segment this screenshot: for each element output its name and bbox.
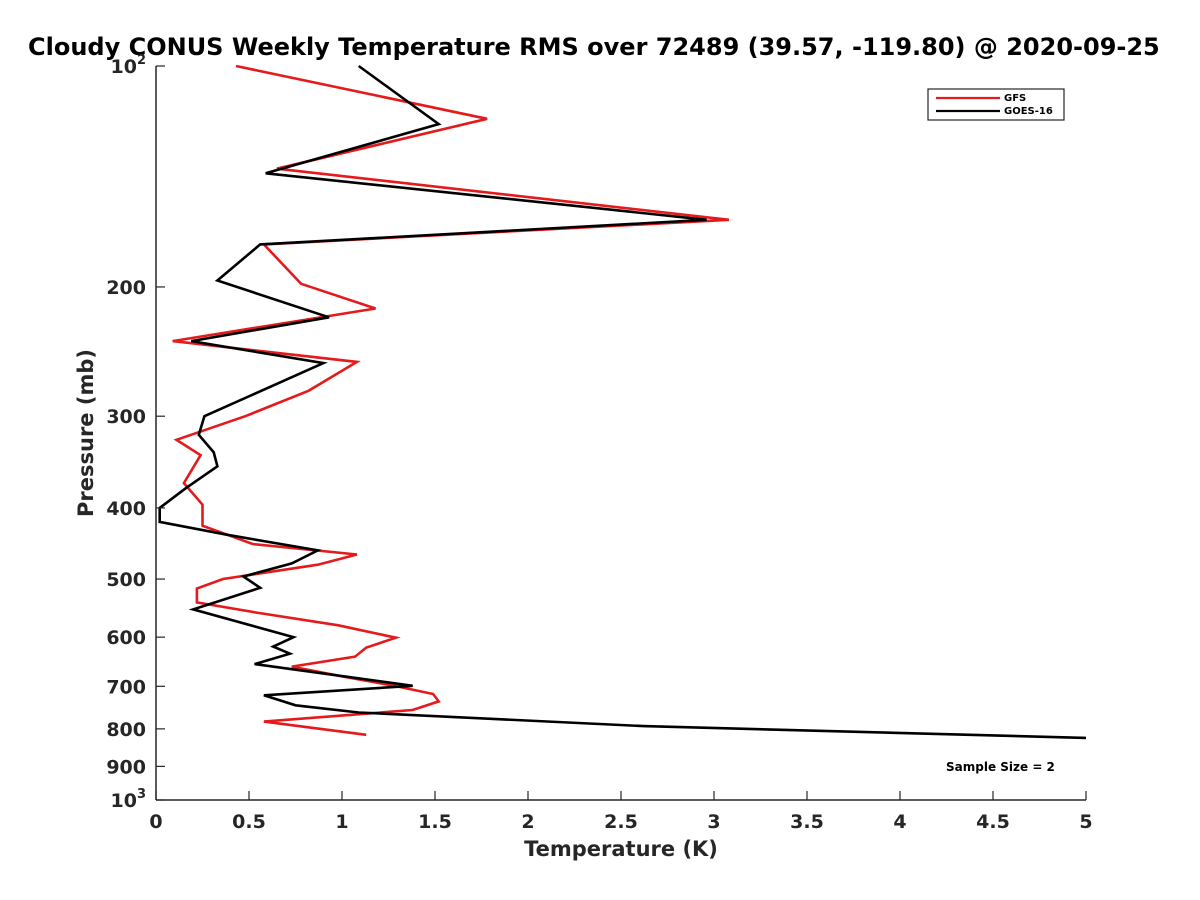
x-tick-label: 4.5: [976, 811, 1010, 833]
legend: GFS GOES-16: [927, 88, 1065, 121]
x-tick-label: 0: [149, 811, 162, 833]
series-line-goes16: [158, 64, 1087, 740]
y-tick-label: 900: [106, 756, 146, 778]
legend-label-goes16: GOES-16: [1004, 106, 1053, 117]
y-axis-label: Pressure (mb): [74, 349, 98, 517]
x-tick-label: 3: [707, 811, 720, 833]
x-tick-label: 1.5: [418, 811, 452, 833]
x-tick-label: 2.5: [604, 811, 638, 833]
series-layer: [158, 64, 1087, 740]
y-tick-label: 103: [111, 787, 147, 812]
y-tick-label: 200: [106, 277, 146, 299]
y-tick-label: 400: [106, 498, 146, 520]
y-tick-label: 102: [111, 53, 147, 78]
legend-box: [927, 88, 1065, 121]
ticks-layer: 0 0.5 1 1.5 2 2.5 3 3.5 4 4.5 5 102 200 300 400 500 600 7…: [106, 53, 1092, 833]
x-axis-label: Temperature (K): [524, 837, 718, 861]
x-tick-label: 1: [335, 811, 348, 833]
x-tick-label: 4: [893, 811, 906, 833]
x-tick-label: 5: [1079, 811, 1092, 833]
sample-size-annotation: Sample Size = 2: [946, 760, 1055, 774]
chart-title: Cloudy CONUS Weekly Temperature RMS over…: [28, 33, 1160, 61]
y-tick-label: 300: [106, 406, 146, 428]
x-tick-label: 0.5: [232, 811, 266, 833]
y-tick-label: 700: [106, 676, 146, 698]
y-tick-label: 800: [106, 719, 146, 741]
x-tick-label: 2: [521, 811, 534, 833]
x-tick-label: 3.5: [790, 811, 824, 833]
y-tick-label: 600: [106, 627, 146, 649]
y-tick-label: 500: [106, 569, 146, 591]
legend-label-gfs: GFS: [1004, 93, 1026, 104]
